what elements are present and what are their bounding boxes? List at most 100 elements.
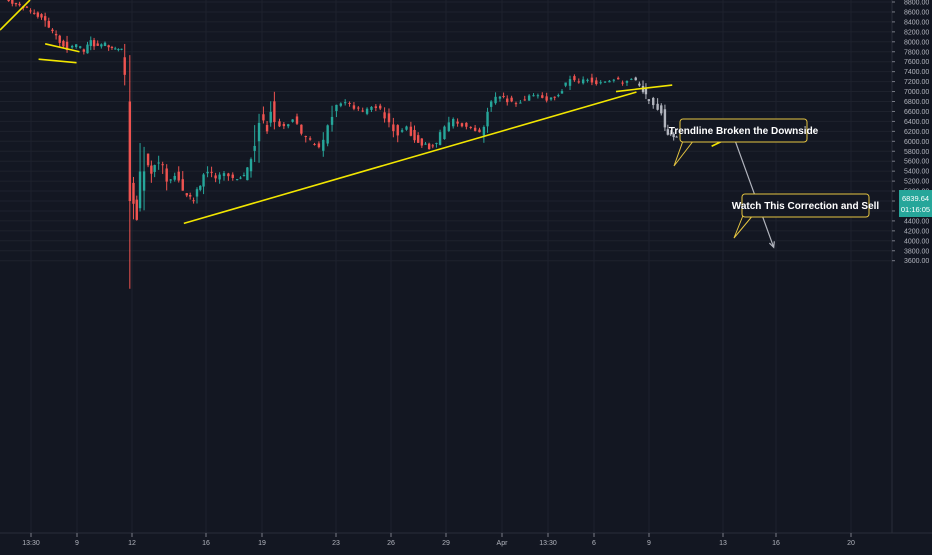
candle-body	[379, 105, 382, 109]
price-tag-box	[899, 190, 932, 217]
x-tick-label: 13:30	[539, 540, 557, 547]
candle-body	[287, 124, 290, 127]
candle-body	[317, 143, 321, 148]
candle-body	[545, 96, 548, 101]
candle-body	[117, 49, 120, 51]
candle-body	[595, 80, 598, 85]
candle-body	[478, 129, 481, 133]
candle-body	[138, 171, 142, 209]
y-tick-label: 5200.00	[904, 179, 929, 186]
x-tick-label: 20	[847, 540, 855, 547]
candle-body	[621, 82, 624, 84]
candle-body	[142, 171, 146, 191]
candle-body	[557, 95, 560, 97]
candle-body	[568, 79, 572, 86]
y-tick-label: 3600.00	[904, 258, 929, 265]
candle-body	[564, 82, 567, 86]
trendline	[0, 0, 31, 31]
candle-body	[326, 125, 329, 144]
y-tick-label: 4000.00	[904, 238, 929, 245]
y-tick-label: 5800.00	[904, 149, 929, 156]
candle-body	[157, 162, 160, 164]
candle-body	[527, 95, 531, 101]
candle-body	[74, 44, 78, 48]
candle-body	[135, 199, 138, 220]
candle-body	[313, 143, 316, 145]
x-tick-label: 16	[772, 540, 780, 547]
candle-body	[343, 102, 347, 104]
candle-body	[335, 104, 338, 112]
candle-body	[195, 189, 199, 197]
candle-body	[169, 179, 172, 181]
candle-body	[235, 179, 239, 181]
candle-body	[644, 88, 648, 95]
projection-line	[731, 132, 775, 248]
candle-body	[416, 135, 420, 143]
candle-body	[630, 78, 633, 80]
candle-body	[231, 174, 234, 178]
candle-body	[222, 173, 226, 176]
candle-body	[86, 44, 89, 54]
candle-body	[62, 40, 65, 47]
y-tick-label: 8000.00	[904, 39, 929, 46]
candle-body	[560, 91, 564, 94]
candle-body	[177, 171, 180, 181]
candle-body	[92, 40, 96, 47]
candle-body	[181, 179, 184, 191]
candle-body	[146, 153, 150, 166]
candle-body	[409, 126, 413, 136]
callout-box	[679, 118, 808, 143]
candle-body	[100, 44, 103, 47]
candle-body	[25, 6, 29, 8]
candle-body	[82, 49, 86, 52]
candle-body	[218, 174, 221, 180]
candle-body	[206, 171, 209, 174]
candle-body	[573, 76, 576, 81]
candle-body	[447, 122, 451, 131]
callout-watch-correction[interactable]: Watch This Correction and Sell	[732, 193, 880, 239]
y-tick-label: 7800.00	[904, 49, 929, 56]
trendline	[38, 58, 77, 64]
x-tick-label: 16	[202, 540, 210, 547]
candle-body	[498, 96, 502, 99]
candle-body	[173, 175, 176, 180]
candle-body	[549, 97, 553, 100]
candle-body	[214, 175, 217, 179]
candle-body	[29, 10, 32, 12]
candle-body	[273, 101, 276, 123]
callout-label: Trendline Broken the Downside	[669, 126, 819, 137]
callout-trendline-broken[interactable]: Trendline Broken the Downside	[669, 118, 819, 167]
candle-body	[672, 133, 675, 138]
candle-body	[634, 77, 637, 81]
candle-body	[257, 122, 261, 142]
candle-body	[361, 110, 364, 112]
candle-body	[120, 48, 123, 50]
candle-body	[663, 109, 667, 128]
candle-body	[427, 143, 431, 150]
candle-body	[383, 112, 386, 119]
trendline	[615, 84, 673, 93]
candle-body	[18, 3, 21, 6]
x-tick-label: 12	[128, 540, 136, 547]
candle-body	[532, 95, 535, 97]
current-price-tag: 6839.64 01:16:05	[899, 190, 932, 217]
trendline	[183, 91, 637, 225]
candle-body	[348, 102, 351, 104]
candle-body	[269, 111, 272, 123]
candle-body	[506, 98, 509, 103]
y-tick-label: 8400.00	[904, 19, 929, 26]
candle-body	[431, 145, 434, 147]
candle-body	[123, 57, 126, 75]
candle-body	[330, 116, 334, 125]
candle-body	[40, 14, 43, 18]
candle-body	[456, 121, 459, 124]
candle-body	[47, 20, 50, 28]
candle-body	[514, 103, 518, 105]
x-tick-label: 6	[592, 540, 596, 547]
time-axis[interactable]: 13:30 9 12 16 19 23 26 29 Apr 13:30 6 9 13 16 20	[22, 533, 855, 547]
y-tick-label: 7000.00	[904, 89, 929, 96]
candle-body	[590, 77, 594, 83]
candle-body	[370, 106, 373, 110]
